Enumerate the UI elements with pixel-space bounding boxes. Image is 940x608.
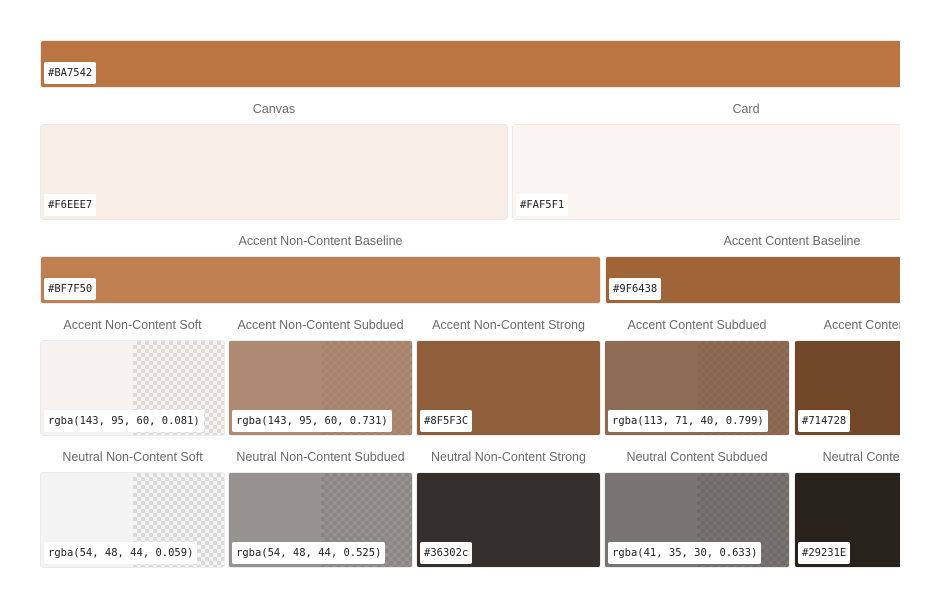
color-code-chip: #29231E [798, 542, 851, 564]
color-code-chip: #714728 [798, 410, 851, 432]
swatch-neutral-non-content-subdued[interactable]: rgba(54, 48, 44, 0.525) [228, 472, 413, 568]
swatch-accent-content-baseline[interactable]: #9F6438 [605, 256, 900, 304]
swatch-label-accent-non-content-baseline: Accent Non-Content Baseline [238, 234, 403, 248]
swatch-label-neutral-content-subdued: Neutral Content Subdued [626, 450, 768, 464]
swatch-neutral-non-content-soft[interactable]: rgba(54, 48, 44, 0.059) [40, 472, 225, 568]
swatch-fill [41, 125, 507, 219]
swatch-accent-non-content-baseline[interactable]: #BF7F50 [40, 256, 601, 304]
color-code-chip: #9F6438 [609, 278, 662, 300]
swatch-label-card: Card [732, 102, 760, 116]
swatch-accent-content-strong[interactable]: #714728 [794, 340, 900, 436]
swatch-accent-content-subdued[interactable]: rgba(113, 71, 40, 0.799) [604, 340, 790, 436]
swatch-label-neutral-non-content-strong: Neutral Non-Content Strong [431, 450, 586, 464]
palette-canvas: #BA7542 Canvas #F6EEE7 Card #FAF5F1 Acce… [40, 0, 900, 608]
swatch-fill [513, 125, 900, 219]
color-code-chip: #8F5F3C [420, 410, 473, 432]
swatch-label-accent-content-subdued: Accent Content Subdued [627, 318, 767, 332]
swatch-label-accent-content-strong: Accent Content Strong [823, 318, 900, 332]
swatch-label-neutral-non-content-soft: Neutral Non-Content Soft [62, 450, 203, 464]
swatch-label-accent-non-content-soft: Accent Non-Content Soft [63, 318, 202, 332]
swatch-label-accent-non-content-subdued: Accent Non-Content Subdued [237, 318, 404, 332]
swatch-fill [41, 257, 600, 303]
swatch-accent-non-content-soft[interactable]: rgba(143, 95, 60, 0.081) [40, 340, 225, 436]
swatch-brand[interactable]: #BA7542 [40, 40, 900, 88]
swatch-label-canvas: Canvas [252, 102, 296, 116]
color-code-chip: rgba(54, 48, 44, 0.525) [232, 542, 386, 564]
swatch-label-neutral-non-content-subdued: Neutral Non-Content Subdued [236, 450, 405, 464]
swatch-fill [41, 41, 900, 87]
color-code-chip: #FAF5F1 [516, 194, 569, 216]
swatch-neutral-non-content-strong[interactable]: #36302c [416, 472, 601, 568]
color-code-chip: rgba(143, 95, 60, 0.731) [232, 410, 392, 432]
swatch-label-accent-non-content-strong: Accent Non-Content Strong [432, 318, 585, 332]
color-code-chip: rgba(113, 71, 40, 0.799) [608, 410, 768, 432]
color-code-chip: #36302c [420, 542, 473, 564]
color-code-chip: rgba(41, 35, 30, 0.633) [608, 542, 762, 564]
color-code-chip: rgba(143, 95, 60, 0.081) [44, 410, 204, 432]
color-code-chip: #BF7F50 [44, 278, 97, 300]
swatch-accent-non-content-subdued[interactable]: rgba(143, 95, 60, 0.731) [228, 340, 413, 436]
color-code-chip: #BA7542 [44, 62, 97, 84]
swatch-label-neutral-content-strong: Neutral Content Strong [822, 450, 900, 464]
swatch-card[interactable]: #FAF5F1 [512, 124, 900, 220]
swatch-neutral-content-subdued[interactable]: rgba(41, 35, 30, 0.633) [604, 472, 790, 568]
swatch-accent-non-content-strong[interactable]: #8F5F3C [416, 340, 601, 436]
swatch-neutral-content-strong[interactable]: #29231E [794, 472, 900, 568]
color-code-chip: rgba(54, 48, 44, 0.059) [44, 542, 198, 564]
swatch-label-accent-content-baseline: Accent Content Baseline [723, 234, 861, 248]
color-code-chip: #F6EEE7 [44, 194, 97, 216]
swatch-canvas[interactable]: #F6EEE7 [40, 124, 508, 220]
